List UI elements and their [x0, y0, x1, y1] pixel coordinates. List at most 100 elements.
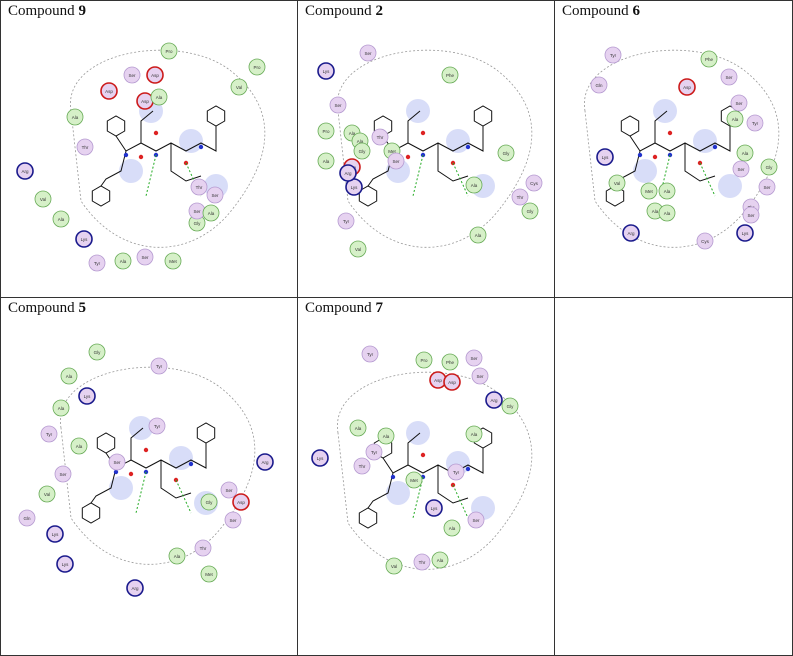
residue-tyr: Tyr — [40, 425, 58, 443]
residue-lys: Lys — [75, 230, 93, 248]
oxygen-atom — [667, 130, 673, 136]
residue-disc — [431, 551, 449, 569]
pocket-outline — [584, 49, 780, 248]
residue-ser: Ser — [188, 202, 206, 220]
residue-label: Asp — [434, 378, 442, 383]
residue-ser: Ser — [224, 511, 242, 529]
residue-pro: Pro — [317, 122, 335, 140]
residue-arg: Arg — [126, 579, 144, 597]
residue-gly: Gly — [88, 343, 106, 361]
solvent-exposure — [718, 174, 742, 198]
residue-disc — [248, 58, 266, 76]
residue-thr: Thr — [511, 188, 529, 206]
residue-label: Thr — [377, 135, 384, 140]
residue-ser: Ser — [387, 152, 405, 170]
residue-disc — [371, 128, 389, 146]
residue-disc — [146, 66, 164, 84]
interaction-diagram: Gly Tyr Ala Ala Lys Tyr Tyr Ala Ser Ser Val Gln Arg L… — [18, 343, 274, 597]
residue-disc — [317, 152, 335, 170]
side-chain — [407, 110, 421, 143]
residue-asp: Asp — [678, 78, 696, 96]
residue-label: Ala — [323, 159, 330, 164]
residue-disc — [760, 158, 778, 176]
residue-disc — [311, 449, 329, 467]
panel-title: Compound 5 — [8, 300, 86, 316]
residue-label: Ala — [355, 426, 362, 431]
residue-cys: Cys — [696, 232, 714, 250]
phenyl-ring — [605, 185, 625, 207]
panel-compound-9: Compound 9 Pro Pro Val Ser Asp Asp Asp Ala Ala Th… — [0, 0, 298, 298]
residue-label: Ala — [664, 211, 671, 216]
residue-disc — [194, 539, 212, 557]
hbond-line — [452, 162, 469, 197]
residue-tyr: Tyr — [361, 345, 379, 363]
panel-title: Compound 2 — [305, 3, 383, 19]
solvent-exposure — [169, 446, 193, 470]
residue-tyr: Tyr — [337, 212, 355, 230]
residue-disc — [726, 110, 744, 128]
residue-label: Arg — [261, 460, 269, 465]
residue-ala: Ala — [60, 367, 78, 385]
residue-disc — [590, 76, 608, 94]
residue-label: Phe — [446, 73, 455, 78]
residue-val: Val — [608, 174, 626, 192]
residue-disc — [730, 94, 748, 112]
side-chain — [407, 432, 421, 465]
residue-disc — [317, 62, 335, 80]
oxygen-atom — [420, 130, 426, 136]
residue-label: Ala — [72, 115, 79, 120]
residue-disc — [622, 224, 640, 242]
residue-tyr: Tyr — [447, 463, 465, 481]
hbond-line — [145, 154, 157, 197]
residue-label: Ser — [472, 518, 480, 523]
residue-disc — [76, 138, 94, 156]
residue-disc — [329, 96, 347, 114]
residue-disc — [359, 44, 377, 62]
panel-title: Compound 7 — [305, 300, 383, 316]
residue-label: Arg — [131, 586, 139, 591]
residue-asp: Asp — [100, 82, 118, 100]
residue-label: Lys — [602, 155, 610, 160]
residue-disc — [365, 443, 383, 461]
hbond-line — [659, 154, 671, 197]
residue-disc — [70, 437, 88, 455]
residue-gln: Gln — [590, 76, 608, 94]
residue-disc — [46, 525, 64, 543]
oxygen-atom — [405, 154, 411, 160]
residue-label: Ala — [471, 183, 478, 188]
residue-label: Gly — [206, 500, 214, 505]
residue-tyr: Tyr — [88, 254, 106, 272]
residue-ser: Ser — [220, 481, 238, 499]
residue-label: Val — [391, 564, 397, 569]
residue-val: Val — [38, 485, 56, 503]
residue-disc — [441, 353, 459, 371]
residue-disc — [469, 226, 487, 244]
residue-label: Val — [44, 492, 50, 497]
residue-label: Ala — [174, 554, 181, 559]
residue-label: Ser — [737, 167, 745, 172]
residue-disc — [596, 148, 614, 166]
residue-label: Thr — [517, 195, 524, 200]
residue-disc — [220, 481, 238, 499]
residue-ser: Ser — [732, 160, 750, 178]
residue-label: Tyr — [367, 352, 374, 357]
solvent-exposure — [693, 129, 717, 153]
residue-label: Cys — [530, 181, 538, 186]
residue-ser: Ser — [471, 367, 489, 385]
residue-tyr: Tyr — [746, 114, 764, 132]
residue-disc — [52, 399, 70, 417]
residue-label: Pro — [420, 358, 428, 363]
residue-asp: Asp — [232, 493, 250, 511]
residue-label: Ala — [732, 117, 739, 122]
residue-disc — [353, 457, 371, 475]
residue-label: Phe — [705, 57, 714, 62]
hbond-line — [412, 476, 424, 519]
ligand-structure — [81, 422, 216, 524]
residue-label: Asp — [448, 380, 456, 385]
residue-ala: Ala — [443, 519, 461, 537]
oxygen-atom — [153, 130, 159, 136]
hbond-line — [452, 484, 469, 519]
residue-disc — [108, 453, 126, 471]
residue-gln: Gln — [18, 509, 36, 527]
nitrogen-atom — [113, 469, 119, 475]
